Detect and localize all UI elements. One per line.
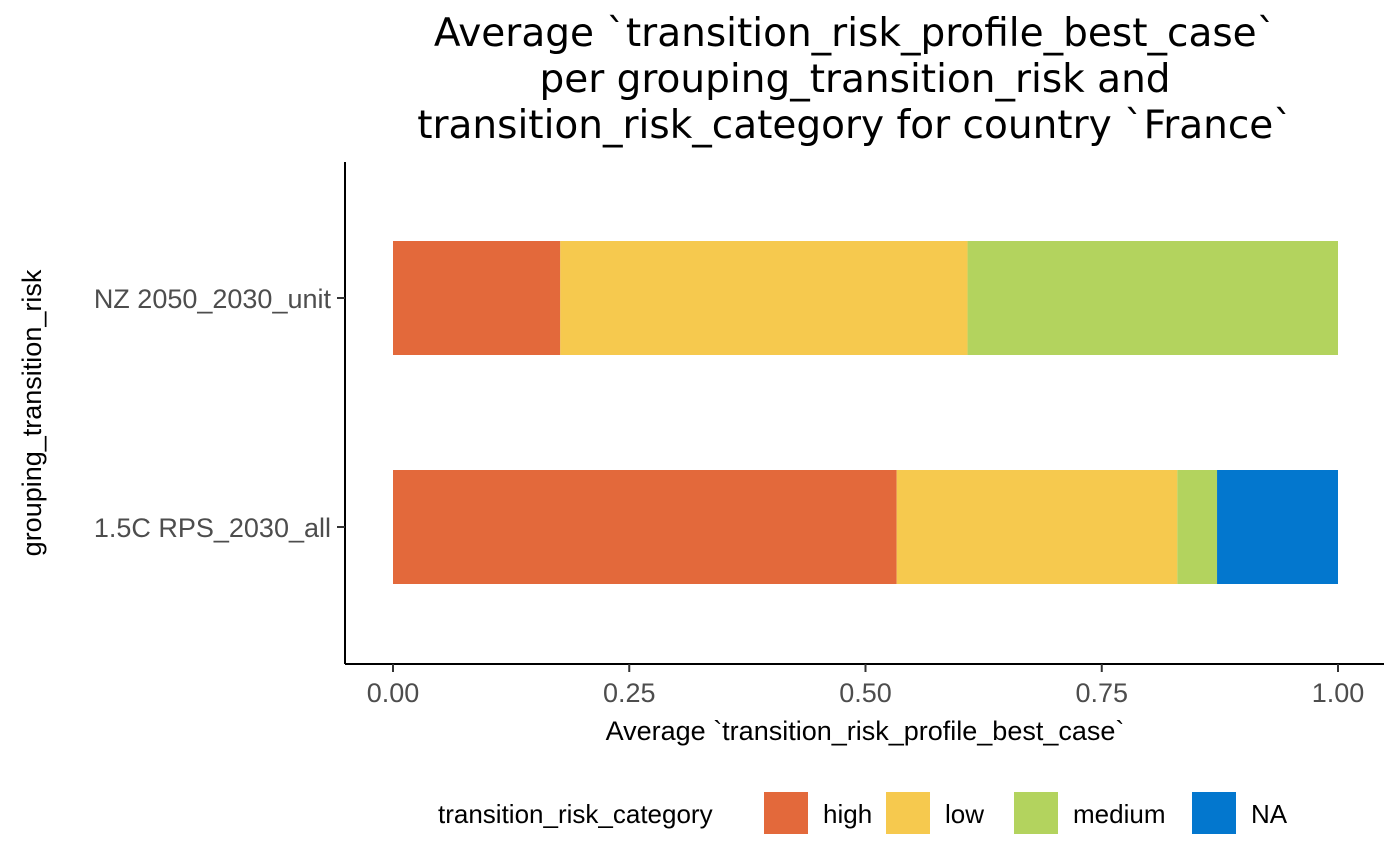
x-tick-label: 0.50 (839, 678, 892, 708)
chart-title-line-3: transition_risk_category for country `Fr… (417, 103, 1293, 148)
x-tick-label: 1.00 (1312, 678, 1365, 708)
bar-1-5c-rps-2030-all-high (393, 470, 897, 584)
legend-key-high (764, 792, 808, 834)
bar-1-5c-rps-2030-all-na (1217, 470, 1338, 584)
legend-key-medium (1014, 792, 1058, 834)
bar-1-5c-rps-2030-all-medium (1177, 470, 1218, 584)
x-axis-title: Average `transition_risk_profile_best_ca… (606, 716, 1125, 746)
bar-1-5c-rps-2030-all-low (896, 470, 1178, 584)
legend-label-low: low (945, 799, 984, 829)
y-axis-ticks: NZ 2050_2030_unit 1.5C RPS_2030_all (94, 284, 345, 543)
y-tick-label: NZ 2050_2030_unit (94, 284, 332, 314)
y-axis-title: grouping_transition_risk (17, 269, 47, 556)
legend-label-na: NA (1251, 799, 1288, 829)
x-tick-label: 0.00 (367, 678, 420, 708)
bar-nz-2050-2030-unit-high (393, 241, 561, 355)
legend-key-low (886, 792, 930, 834)
bar-nz-2050-2030-unit-low (560, 241, 968, 355)
legend-items: high low medium NA (764, 792, 1288, 834)
legend-label-medium: medium (1073, 799, 1165, 829)
chart-title: Average `transition_risk_profile_best_ca… (417, 11, 1293, 148)
legend-label-high: high (823, 799, 872, 829)
legend-key-na (1192, 792, 1236, 834)
bar-nz-2050-2030-unit-medium (967, 241, 1338, 355)
legend: transition_risk_category high low medium NA (438, 792, 1288, 834)
x-tick-label: 0.75 (1075, 678, 1128, 708)
chart-title-line-1: Average `transition_risk_profile_best_ca… (434, 11, 1276, 56)
chart-title-line-2: per grouping_transition_risk and (539, 57, 1170, 102)
bars-layer (393, 241, 1338, 584)
x-tick-label: 0.25 (603, 678, 656, 708)
legend-title: transition_risk_category (438, 799, 713, 829)
y-tick-label: 1.5C RPS_2030_all (94, 513, 331, 543)
x-axis-ticks: 0.00 0.25 0.50 0.75 1.00 (367, 664, 1365, 708)
